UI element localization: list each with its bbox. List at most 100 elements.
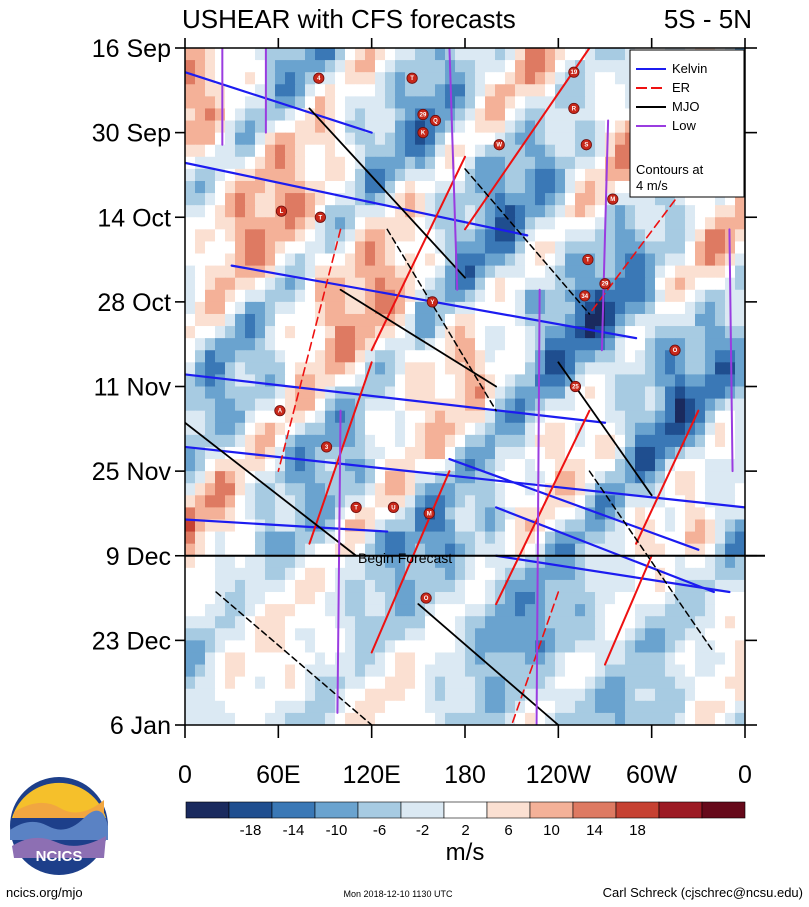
- shear-cell: [545, 664, 556, 678]
- shear-cell: [225, 459, 236, 472]
- shear-cell: [675, 676, 686, 690]
- shear-cell: [415, 132, 426, 146]
- shear-cell: [635, 241, 646, 255]
- shear-cell: [575, 193, 586, 206]
- shear-cell: [365, 253, 376, 267]
- shear-cell: [675, 664, 686, 678]
- shear-cell: [695, 712, 706, 725]
- shear-cell: [445, 132, 456, 146]
- shear-cell: [385, 168, 396, 182]
- shear-cell: [415, 180, 426, 194]
- shear-cell: [565, 84, 576, 97]
- shear-cell: [675, 652, 686, 666]
- shear-cell: [375, 507, 386, 521]
- shear-cell: [565, 193, 576, 206]
- shear-cell: [665, 301, 676, 315]
- shear-cell: [425, 265, 436, 279]
- shear-cell: [185, 84, 196, 97]
- shear-cell: [505, 604, 516, 617]
- storm-marker: S: [580, 139, 592, 151]
- shear-cell: [455, 313, 466, 327]
- shear-cell: [375, 592, 386, 605]
- shear-cell: [265, 374, 276, 388]
- shear-cell: [685, 519, 696, 533]
- shear-cell: [385, 483, 396, 496]
- shear-cell: [615, 289, 626, 303]
- shear-cell: [365, 144, 376, 158]
- shear-cell: [205, 60, 216, 73]
- shear-cell: [405, 628, 416, 641]
- shear-cell: [475, 628, 486, 641]
- shear-cell: [345, 156, 356, 170]
- shear-cell: [415, 422, 426, 436]
- shear-cell: [325, 471, 336, 484]
- shear-cell: [295, 84, 306, 97]
- shear-cell: [595, 531, 606, 545]
- shear-cell: [695, 664, 706, 678]
- shear-cell: [375, 301, 386, 315]
- shear-cell: [595, 640, 606, 654]
- shear-cell: [295, 507, 306, 521]
- shear-cell: [315, 374, 326, 388]
- shear-cell: [215, 676, 226, 690]
- shear-cell: [555, 362, 566, 376]
- shear-cell: [345, 567, 356, 581]
- shear-cell: [585, 313, 596, 327]
- shear-cell: [405, 434, 416, 448]
- shear-cell: [405, 338, 416, 351]
- shear-cell: [645, 374, 656, 388]
- shear-cell: [695, 700, 706, 714]
- shear-cell: [235, 652, 246, 666]
- shear-cell: [415, 326, 426, 339]
- shear-cell: [555, 229, 566, 243]
- shear-cell: [495, 229, 506, 243]
- shear-cell: [645, 410, 656, 424]
- shear-cell: [615, 543, 626, 557]
- shear-cell: [365, 712, 376, 725]
- shear-cell: [625, 531, 636, 545]
- shear-cell: [355, 144, 366, 158]
- shear-cell: [275, 193, 286, 206]
- shear-cell: [505, 398, 516, 412]
- shear-cell: [735, 362, 745, 376]
- shear-cell: [715, 459, 726, 472]
- shear-cell: [375, 253, 386, 267]
- shear-cell: [435, 398, 446, 412]
- shear-cell: [245, 301, 256, 315]
- shear-cell: [465, 180, 476, 194]
- shear-cell: [345, 350, 356, 363]
- shear-cell: [275, 543, 286, 557]
- shear-cell: [685, 616, 696, 629]
- shear-cell: [615, 398, 626, 412]
- shear-cell: [645, 640, 656, 654]
- shear-cell: [645, 289, 656, 303]
- shear-cell: [505, 543, 516, 557]
- shear-cell: [235, 313, 246, 327]
- shear-cell: [235, 180, 246, 194]
- shear-cell: [505, 628, 516, 641]
- shear-cell: [505, 144, 516, 158]
- shear-cell: [555, 446, 566, 460]
- shear-cell: [485, 96, 496, 110]
- shear-cell: [365, 265, 376, 279]
- shear-cell: [335, 289, 346, 303]
- shear-cell: [725, 531, 736, 545]
- storm-marker: T: [350, 501, 362, 513]
- shear-cell: [435, 688, 446, 702]
- shear-cell: [665, 652, 676, 666]
- shear-cell: [425, 374, 436, 388]
- shear-cell: [195, 60, 206, 73]
- shear-cell: [405, 712, 416, 725]
- shear-cell: [685, 640, 696, 654]
- shear-cell: [615, 265, 626, 279]
- shear-cell: [285, 676, 296, 690]
- shear-cell: [305, 592, 316, 605]
- shear-cell: [225, 604, 236, 617]
- shear-cell: [465, 543, 476, 557]
- shear-cell: [535, 72, 546, 85]
- shear-cell: [235, 96, 246, 110]
- shear-cell: [345, 108, 356, 122]
- shear-cell: [255, 229, 266, 243]
- shear-cell: [485, 652, 496, 666]
- shear-cell: [385, 664, 396, 678]
